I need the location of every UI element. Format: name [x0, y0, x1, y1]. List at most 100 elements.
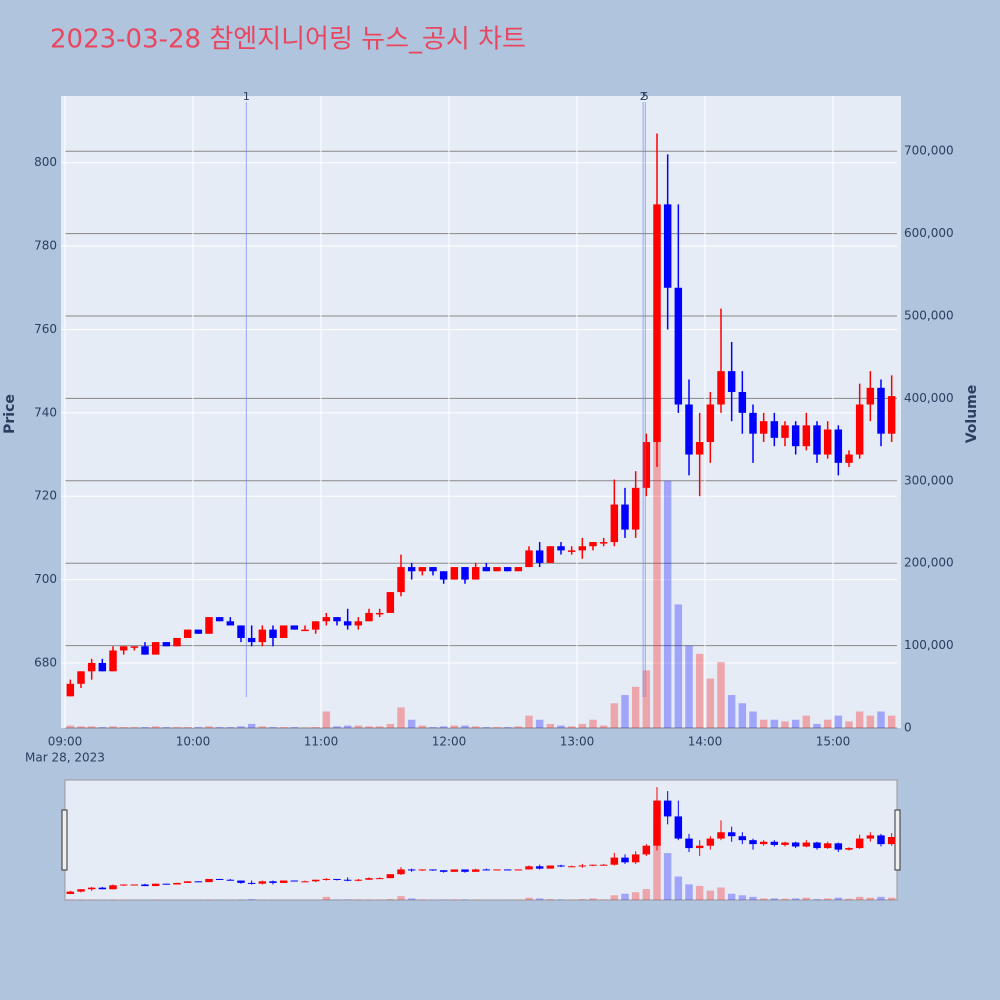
- slider-volume-bar: [525, 897, 533, 900]
- y-tick-label: 740: [34, 405, 57, 419]
- slider-volume-bar: [791, 898, 800, 900]
- candle-body: [407, 567, 416, 572]
- candle-body: [663, 204, 672, 288]
- candle-body: [791, 425, 800, 447]
- candle-body: [215, 617, 224, 622]
- volume-bar: [663, 480, 672, 728]
- volume-bar: [791, 719, 800, 728]
- candle-body: [642, 442, 651, 488]
- slider-body: [674, 816, 683, 839]
- volume-bar: [279, 727, 288, 728]
- candle-body: [834, 429, 843, 463]
- candle-body: [109, 650, 117, 672]
- candle-body: [343, 621, 352, 626]
- y-tick-label: 800: [34, 155, 57, 169]
- chart-title: 2023-03-28 참엔지니어링 뉴스_공시 차트: [50, 25, 526, 55]
- y2-tick-label: 600,000: [904, 226, 954, 240]
- candle-body: [706, 404, 715, 443]
- y2-tick-label: 200,000: [904, 556, 954, 570]
- volume-bar: [269, 727, 277, 728]
- slider-volume-bar: [813, 899, 821, 900]
- slider-handle[interactable]: [894, 809, 901, 871]
- range-slider[interactable]: [64, 779, 898, 901]
- slider-body: [386, 874, 395, 879]
- slider-body: [887, 836, 896, 845]
- slider-body: [610, 857, 619, 865]
- slider-volume-bar: [247, 899, 256, 900]
- volume-bar: [599, 725, 608, 728]
- candle-body: [333, 617, 341, 622]
- volume-bar: [173, 727, 181, 728]
- volume-bar: [247, 723, 256, 728]
- candle-body: [589, 542, 597, 547]
- slider-volume-bar: [674, 876, 683, 900]
- slider-volume-bar: [855, 896, 864, 900]
- candle-body: [482, 567, 491, 572]
- candle-body: [365, 612, 373, 622]
- slider-body: [877, 835, 885, 845]
- volume-bar: [119, 727, 128, 728]
- candle-body: [514, 567, 523, 572]
- volume-bar: [450, 725, 459, 728]
- slider-body: [333, 878, 341, 880]
- slider-body: [525, 866, 533, 870]
- candle-body: [205, 617, 213, 634]
- slider-volume-bar: [589, 898, 597, 900]
- volume-bar: [365, 726, 373, 728]
- x-tick-label: 14:00: [688, 735, 723, 749]
- candle-body: [269, 629, 277, 638]
- volume-bar: [429, 727, 437, 728]
- x-tick-label: 13:00: [560, 735, 595, 749]
- slider-volume-bar: [610, 895, 619, 900]
- slider-volume-bar: [877, 896, 885, 900]
- candle-body: [471, 567, 480, 580]
- candle-body: [237, 625, 245, 638]
- candle-body: [749, 412, 757, 434]
- volume-bar: [877, 711, 885, 728]
- volume-bar: [567, 726, 576, 728]
- annotation-label: 1: [243, 90, 250, 103]
- volume-bar: [439, 726, 448, 728]
- candle-body: [130, 646, 139, 648]
- slider-body: [77, 889, 85, 892]
- candle-body: [279, 625, 288, 638]
- volume-bar: [781, 721, 789, 728]
- volume-bar: [535, 719, 544, 728]
- slider-body: [621, 857, 629, 863]
- slider-body: [301, 881, 309, 883]
- slider-volume-bar: [727, 893, 736, 900]
- slider-body: [557, 865, 565, 867]
- annotation-label: 2: [640, 90, 647, 103]
- volume-bar: [802, 715, 811, 728]
- slider-body: [813, 842, 821, 849]
- slider-body: [663, 800, 672, 817]
- candle-body: [738, 391, 747, 413]
- slider-body: [375, 878, 384, 880]
- volume-bar: [845, 721, 853, 728]
- candle-body: [66, 683, 75, 697]
- slider-body: [642, 845, 651, 855]
- volume-bar: [194, 727, 203, 728]
- candle-body: [247, 637, 256, 643]
- slider-volume-bar: [834, 897, 843, 900]
- volume-bar: [674, 604, 683, 728]
- candle-body: [546, 546, 555, 563]
- volume-bar: [151, 726, 160, 728]
- slider-volume-bar: [535, 898, 544, 900]
- volume-bar: [749, 711, 757, 728]
- candle-body: [290, 625, 299, 630]
- candle-body: [429, 567, 437, 572]
- slider-body: [205, 878, 213, 883]
- slider-body: [322, 878, 331, 880]
- slider-body: [738, 836, 747, 841]
- plot-area: [61, 96, 901, 728]
- candle-body: [503, 567, 512, 572]
- slider-handle[interactable]: [61, 809, 68, 871]
- volume-bar: [759, 719, 768, 728]
- candle-body: [194, 629, 203, 634]
- candle-body: [461, 567, 469, 580]
- slider-volume-bar: [781, 898, 789, 900]
- slider-body: [183, 881, 192, 883]
- volume-bar: [375, 726, 384, 728]
- volume-bar: [258, 726, 267, 728]
